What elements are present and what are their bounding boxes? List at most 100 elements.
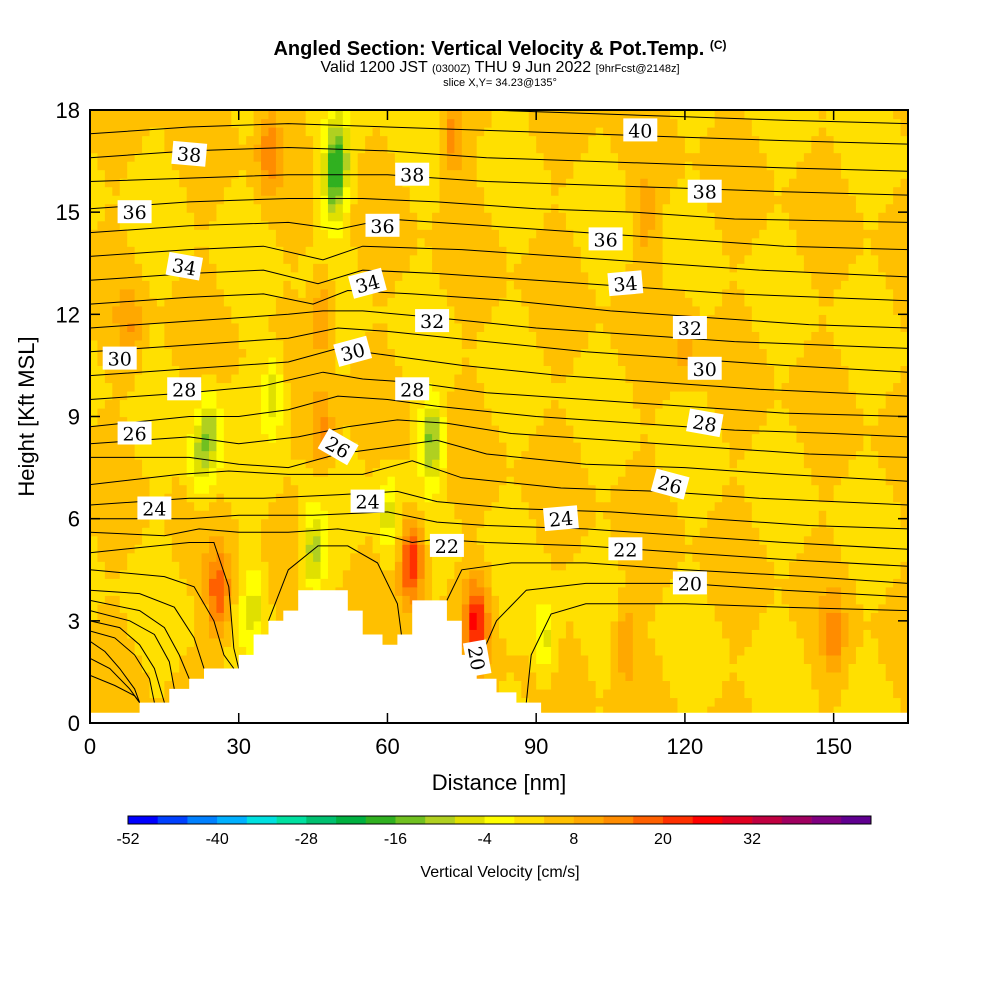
velocity-cell xyxy=(216,527,225,537)
velocity-cell xyxy=(149,595,158,605)
velocity-cell xyxy=(610,356,619,367)
velocity-cell xyxy=(238,510,247,520)
velocity-cell xyxy=(893,493,902,503)
velocity-cell xyxy=(841,484,850,494)
velocity-cell xyxy=(603,578,612,588)
velocity-cell xyxy=(313,484,322,494)
velocity-cell xyxy=(855,586,864,596)
velocity-cell xyxy=(298,433,307,443)
velocity-cell xyxy=(156,654,165,665)
velocity-cell xyxy=(513,484,522,494)
velocity-cell xyxy=(164,407,173,418)
velocity-cell xyxy=(565,620,574,630)
velocity-cell xyxy=(543,697,552,707)
velocity-cell xyxy=(179,671,188,682)
velocity-cell xyxy=(826,442,835,452)
velocity-cell xyxy=(186,476,195,486)
velocity-cell xyxy=(603,671,612,682)
velocity-cell xyxy=(841,493,850,503)
velocity-cell xyxy=(863,637,872,647)
velocity-cell xyxy=(811,629,820,639)
velocity-cell xyxy=(885,586,894,596)
velocity-cell xyxy=(119,339,128,349)
velocity-cell xyxy=(841,603,850,613)
velocity-cell xyxy=(142,382,151,392)
velocity-cell xyxy=(179,501,188,511)
velocity-cell xyxy=(127,331,136,341)
velocity-cell xyxy=(848,501,857,511)
velocity-cell xyxy=(543,578,552,588)
velocity-cell xyxy=(238,637,247,647)
velocity-cell xyxy=(893,450,902,460)
velocity-cell xyxy=(670,688,679,699)
velocity-cell xyxy=(149,578,158,588)
velocity-cell xyxy=(803,365,812,375)
velocity-cell xyxy=(803,433,812,443)
velocity-cell xyxy=(729,390,738,401)
velocity-cell xyxy=(320,356,329,367)
velocity-cell xyxy=(461,433,470,443)
velocity-cell xyxy=(253,544,262,554)
velocity-cell xyxy=(454,493,463,503)
velocity-cell xyxy=(692,339,701,349)
velocity-cell xyxy=(855,646,864,656)
velocity-cell xyxy=(818,501,827,511)
velocity-cell xyxy=(558,476,567,486)
velocity-cell xyxy=(684,595,693,605)
velocity-cell xyxy=(855,407,864,418)
velocity-cell xyxy=(707,476,716,486)
velocity-cell xyxy=(885,433,894,443)
velocity-cell xyxy=(774,569,783,579)
velocity-cell xyxy=(900,688,908,699)
velocity-cell xyxy=(543,407,552,418)
velocity-cell xyxy=(268,331,277,341)
velocity-cell xyxy=(372,356,381,367)
velocity-cell xyxy=(194,578,203,588)
velocity-cell xyxy=(818,459,827,469)
velocity-cell xyxy=(275,365,284,375)
velocity-cell xyxy=(253,484,262,494)
velocity-cell xyxy=(803,552,812,562)
velocity-cell xyxy=(565,467,574,477)
velocity-cell xyxy=(573,535,582,545)
velocity-cell xyxy=(699,501,708,511)
velocity-cell xyxy=(350,578,359,588)
velocity-cell xyxy=(826,510,835,520)
velocity-cell xyxy=(194,467,203,477)
velocity-cell xyxy=(573,527,582,537)
velocity-cell xyxy=(424,552,433,562)
velocity-cell xyxy=(893,510,902,520)
velocity-cell xyxy=(90,390,99,401)
velocity-cell xyxy=(208,510,218,520)
velocity-cell xyxy=(528,697,537,707)
velocity-cell xyxy=(707,637,716,647)
velocity-cell xyxy=(499,646,508,656)
velocity-cell xyxy=(863,620,872,630)
velocity-cell xyxy=(729,518,738,528)
velocity-cell xyxy=(454,586,463,596)
velocity-cell xyxy=(380,603,389,613)
velocity-cell xyxy=(662,612,671,622)
velocity-cell xyxy=(261,331,270,341)
velocity-cell xyxy=(841,535,850,545)
velocity-cell xyxy=(238,331,247,341)
velocity-cell xyxy=(439,527,448,537)
velocity-cell xyxy=(446,433,455,443)
velocity-cell xyxy=(670,442,679,452)
velocity-cell xyxy=(870,450,879,460)
velocity-cell xyxy=(171,527,180,537)
velocity-cell xyxy=(491,459,500,469)
velocity-cell xyxy=(900,484,908,494)
velocity-cell xyxy=(647,646,656,656)
velocity-cell xyxy=(90,527,99,537)
velocity-cell xyxy=(491,654,500,665)
velocity-cell xyxy=(409,356,418,367)
velocity-cell xyxy=(722,467,731,477)
velocity-cell xyxy=(216,459,225,469)
velocity-cell xyxy=(491,535,500,545)
velocity-cell xyxy=(446,356,455,367)
velocity-cell xyxy=(818,365,827,375)
velocity-cell xyxy=(290,510,299,520)
velocity-cell xyxy=(223,442,232,452)
velocity-cell xyxy=(171,612,180,622)
